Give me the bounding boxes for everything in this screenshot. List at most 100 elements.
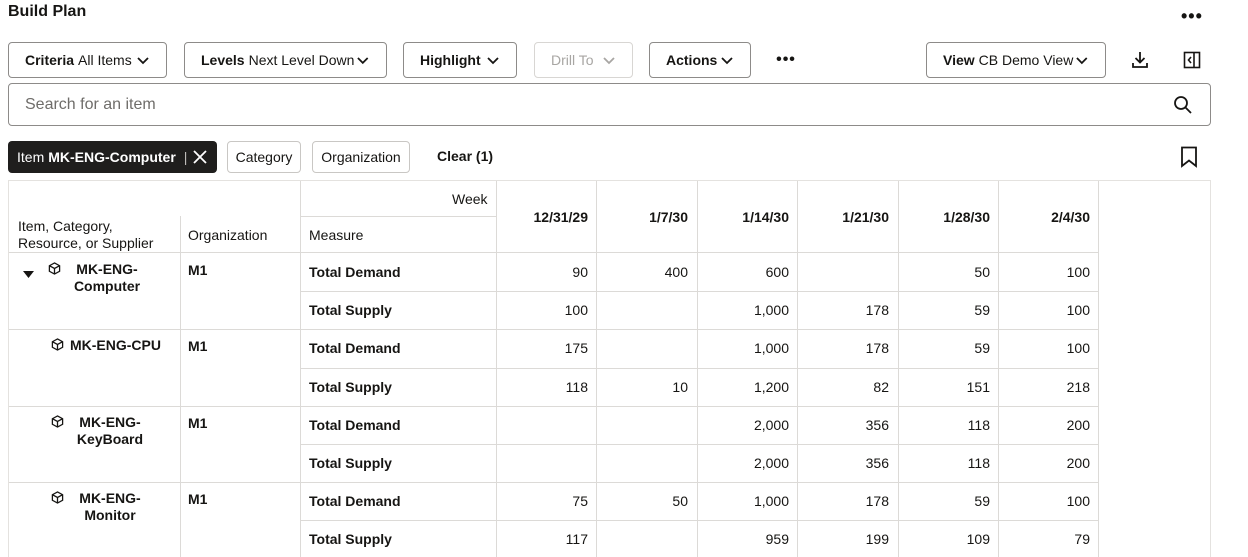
value-cell[interactable]: 100 (1066, 493, 1090, 510)
value-cell[interactable]: 100 (1066, 264, 1090, 280)
value-cell[interactable]: 59 (974, 493, 990, 510)
measure-cell: Total Demand (309, 493, 401, 510)
value-cell[interactable]: 75 (572, 493, 588, 510)
item-filter-chip[interactable]: Item MK-ENG-Computer | (8, 141, 217, 173)
week-column-divider (1098, 181, 1099, 557)
value-cell[interactable]: 1,000 (753, 493, 789, 510)
item-column-header: Item, Category, Resource, or Supplier (18, 218, 154, 251)
row-divider (9, 405, 1098, 407)
item-cell[interactable]: MK-ENG- Computer (23, 261, 147, 295)
value-cell[interactable]: 1,000 (753, 340, 789, 357)
item-cell[interactable]: MK-ENG- KeyBoard (51, 414, 150, 448)
value-cell[interactable]: 118 (565, 378, 588, 395)
item-cell[interactable]: MK-ENG- Monitor (51, 490, 150, 524)
value-cell[interactable]: 109 (966, 531, 990, 548)
value-cell[interactable]: 356 (865, 416, 889, 433)
search-icon[interactable] (1172, 94, 1194, 116)
search-input[interactable] (25, 94, 1155, 116)
value-cell[interactable]: 2,000 (753, 455, 789, 471)
week-column-divider (898, 181, 899, 557)
value-cell[interactable]: 50 (672, 493, 688, 510)
week-column-divider (797, 181, 798, 557)
chevron-down-icon (357, 57, 369, 65)
levels-button[interactable]: Levels Next Level Down (184, 42, 387, 78)
organization-cell: M1 (188, 414, 208, 431)
value-cell[interactable]: 200 (1066, 416, 1090, 433)
view-value: CB Demo View (978, 52, 1074, 68)
organization-chip[interactable]: Organization (312, 141, 410, 173)
week-column-divider (697, 181, 698, 557)
value-cell[interactable]: 100 (1066, 340, 1090, 357)
week-header-cell: 12/31/29 (533, 209, 589, 225)
close-icon[interactable] (193, 150, 208, 164)
value-cell[interactable]: 200 (1066, 455, 1090, 471)
view-label: View (943, 52, 975, 68)
more-horizontal-icon[interactable]: ••• (776, 51, 796, 68)
drill-to-label: Drill To (551, 52, 594, 68)
view-button[interactable]: View CB Demo View (926, 42, 1106, 78)
chevron-down-icon (137, 57, 149, 65)
value-cell[interactable]: 959 (765, 531, 789, 548)
measure-cell: Total Supply (309, 302, 392, 319)
chevron-down-icon (1076, 57, 1088, 65)
category-chip[interactable]: Category (227, 141, 301, 173)
item-name: MK-ENG-CPU (70, 337, 161, 354)
value-cell[interactable]: 59 (974, 302, 990, 319)
value-cell[interactable]: 199 (865, 531, 889, 548)
value-cell[interactable]: 151 (966, 378, 990, 395)
actions-label: Actions (666, 52, 718, 68)
value-cell[interactable]: 50 (974, 264, 990, 280)
value-cell[interactable]: 400 (664, 264, 688, 280)
value-cell[interactable]: 118 (967, 455, 990, 471)
drill-to-button[interactable]: Drill To (534, 42, 633, 78)
value-cell[interactable]: 175 (564, 340, 588, 357)
page-more-icon[interactable]: ••• (1181, 6, 1203, 26)
row-divider (300, 291, 1098, 293)
value-cell[interactable]: 82 (873, 378, 889, 395)
value-cell[interactable]: 118 (967, 416, 990, 433)
header-bottom-line (9, 252, 1098, 253)
value-cell[interactable]: 356 (865, 455, 889, 471)
measure-cell: Total Supply (309, 378, 392, 395)
value-cell[interactable]: 178 (865, 493, 889, 510)
value-cell[interactable]: 600 (765, 264, 789, 280)
levels-value: Next Level Down (248, 52, 355, 68)
side-panel-icon[interactable] (1180, 48, 1204, 72)
value-cell[interactable]: 59 (974, 340, 990, 357)
clear-filters-link[interactable]: Clear (1) (437, 148, 494, 164)
week-header-cell: 1/28/30 (943, 209, 990, 225)
value-cell[interactable]: 10 (672, 378, 688, 395)
row-divider (300, 444, 1098, 445)
measure-divider (300, 181, 301, 557)
download-icon[interactable] (1128, 48, 1152, 72)
value-cell[interactable]: 1,000 (753, 302, 789, 319)
week-column-divider (496, 181, 497, 557)
highlight-label: Highlight (420, 52, 481, 68)
row-divider (300, 520, 1098, 522)
page-title: Build Plan (8, 3, 87, 20)
bookmark-icon[interactable] (1177, 145, 1201, 169)
value-cell[interactable]: 1,200 (753, 378, 789, 395)
value-cell[interactable]: 178 (865, 340, 889, 357)
week-header: Week (452, 191, 488, 207)
value-cell[interactable]: 218 (1066, 378, 1090, 395)
value-cell[interactable]: 100 (1066, 302, 1090, 319)
value-cell[interactable]: 100 (564, 302, 588, 319)
week-column-divider (596, 181, 597, 557)
value-cell[interactable]: 178 (865, 302, 889, 319)
value-cell[interactable]: 79 (1074, 531, 1090, 548)
highlight-button[interactable]: Highlight (403, 42, 517, 78)
organization-cell: M1 (188, 338, 208, 355)
item-cell[interactable]: MK-ENG-CPU (51, 337, 161, 354)
criteria-button[interactable]: Criteria All Items (8, 42, 167, 78)
chevron-down-icon (603, 57, 615, 65)
expand-triangle-icon[interactable] (23, 266, 34, 282)
item-cube-icon (48, 262, 61, 278)
value-cell[interactable]: 90 (572, 264, 588, 280)
item-cube-icon (51, 338, 64, 354)
value-cell[interactable]: 117 (565, 531, 588, 548)
criteria-value: All Items (78, 52, 132, 68)
actions-button[interactable]: Actions (649, 42, 751, 78)
header-divider (300, 216, 496, 217)
value-cell[interactable]: 2,000 (753, 416, 789, 433)
